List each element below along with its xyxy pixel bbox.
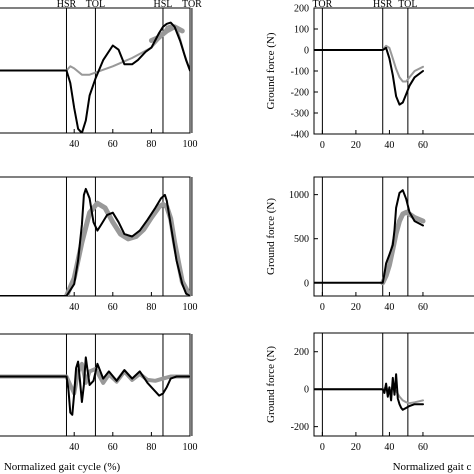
left-top-xtick-label-2: 80 (146, 139, 156, 150)
right-middle-ylabel: Ground force (N) (265, 198, 277, 275)
right-top-event-label-2: TOL (398, 0, 417, 10)
right-top-ytick-label-6: 200 (294, 4, 309, 15)
right-top-xtick-label-2: 40 (384, 140, 394, 151)
right-middle-ytick-label-1: 500 (294, 234, 309, 245)
right-bottom-ytick-label-0: -200 (291, 422, 309, 433)
right-top-frame (313, 7, 474, 135)
right-bottom-xtick-label-3: 60 (418, 442, 428, 453)
right-top-ytick-label-4: 0 (304, 46, 309, 57)
right-bottom-ylabel: Ground force (N) (265, 346, 277, 423)
right-middle-xtick-label-2: 40 (384, 302, 394, 313)
right-top-ytick-label-2: -200 (291, 88, 309, 99)
left-middle-xtick-label-0: 40 (69, 302, 79, 313)
left-top-event-label-0: HSR (57, 0, 77, 10)
right-top-xtick-label-0: 0 (320, 140, 325, 151)
right-bottom-ytick-label-2: 200 (294, 347, 309, 358)
right-top-xtick-label-3: 60 (418, 140, 428, 151)
left-top-xtick-label-0: 40 (69, 139, 79, 150)
left-middle-xtick-label-2: 80 (146, 302, 156, 313)
right-top-ytick-label-0: -400 (291, 130, 309, 141)
left-top-xtick-label-3: 100 (183, 139, 198, 150)
left-top-event-label-3: TOR (182, 0, 202, 10)
left-bottom-xtick-label-1: 60 (108, 442, 118, 453)
left-bottom-xlabel: Normalized gait cycle (%) (4, 461, 121, 473)
left-top-series-2 (0, 21, 190, 133)
right-bottom-series-1 (314, 373, 424, 411)
left-bottom-xtick-label-0: 40 (69, 442, 79, 453)
right-top-ytick-label-3: -100 (291, 67, 309, 78)
right-middle-xtick-label-1: 20 (351, 302, 361, 313)
left-bottom-series-1 (0, 356, 190, 416)
left-middle-xtick-label-1: 60 (108, 302, 118, 313)
right-top-ytick-label-5: 100 (294, 25, 309, 36)
right-middle-frame (313, 176, 474, 297)
right-top-event-label-1: HSR (373, 0, 393, 10)
right-middle-xtick-label-3: 60 (418, 302, 428, 313)
right-top-ylabel: Ground force (N) (265, 32, 277, 109)
right-bottom-xtick-label-1: 20 (351, 442, 361, 453)
left-bottom-xtick-label-2: 80 (146, 442, 156, 453)
right-bottom-xlabel: Normalized gait c (393, 461, 472, 473)
left-top-xtick-label-1: 60 (108, 139, 118, 150)
left-middle-series-0 (64, 200, 190, 296)
right-bottom-xtick-label-2: 40 (384, 442, 394, 453)
right-middle-xtick-label-0: 0 (320, 302, 325, 313)
left-bottom-frame (0, 333, 191, 437)
right-top-series-0 (314, 44, 424, 83)
left-middle-series-1 (0, 187, 190, 296)
right-top-series-1 (314, 46, 424, 106)
left-top-event-label-2: HSL (154, 0, 173, 10)
right-bottom-frame (313, 332, 474, 437)
right-middle-ytick-label-0: 0 (304, 278, 309, 289)
right-bottom-ytick-label-1: 0 (304, 385, 309, 396)
left-bottom-xtick-label-3: 100 (183, 442, 198, 453)
right-middle-series-1 (314, 189, 424, 284)
right-top-event-label-0: TOR (312, 0, 332, 10)
right-top-ytick-label-1: -300 (291, 109, 309, 120)
right-top-xtick-label-1: 20 (351, 140, 361, 151)
right-bottom-xtick-label-0: 0 (320, 442, 325, 453)
left-bottom-series-0 (0, 361, 190, 396)
left-middle-frame (0, 176, 191, 297)
left-middle-xtick-label-3: 100 (183, 302, 198, 313)
left-top-event-label-1: TOL (86, 0, 105, 10)
right-middle-ytick-label-2: 1000 (289, 190, 309, 201)
